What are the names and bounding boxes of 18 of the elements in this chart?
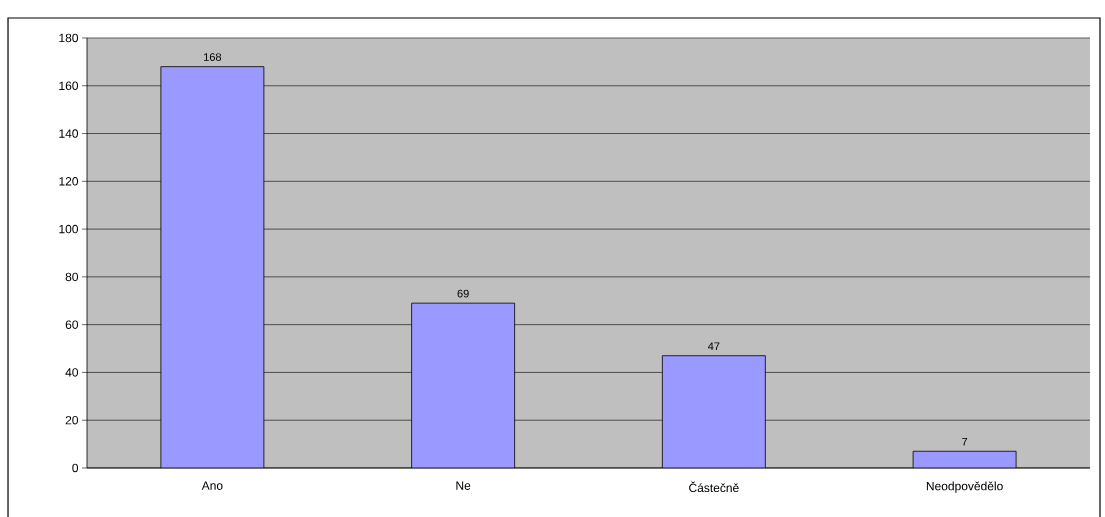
y-tick-label: 20 [65, 415, 79, 425]
y-tick-label: 120 [59, 177, 79, 186]
y-tick-label: 140 [59, 129, 79, 138]
data-label: 168 [204, 53, 222, 61]
x-tick-label: Ne [456, 481, 471, 490]
y-tick-label: 40 [65, 368, 79, 377]
data-label: 47 [707, 342, 720, 350]
y-tick-label: 60 [65, 320, 79, 329]
y-tick-label: 80 [65, 272, 79, 282]
y-tick-label: 0 [72, 463, 79, 473]
data-label: 69 [457, 289, 469, 298]
x-tick-label: Neodpovědělo [926, 481, 1003, 493]
data-label: 7 [962, 437, 968, 446]
x-tick-label: Ano [201, 481, 223, 490]
y-tick-label: 100 [59, 224, 79, 234]
y-tick-label: 160 [59, 81, 79, 91]
y-tick-label: 180 [59, 33, 79, 43]
x-tick-label: Částečně [689, 481, 739, 493]
